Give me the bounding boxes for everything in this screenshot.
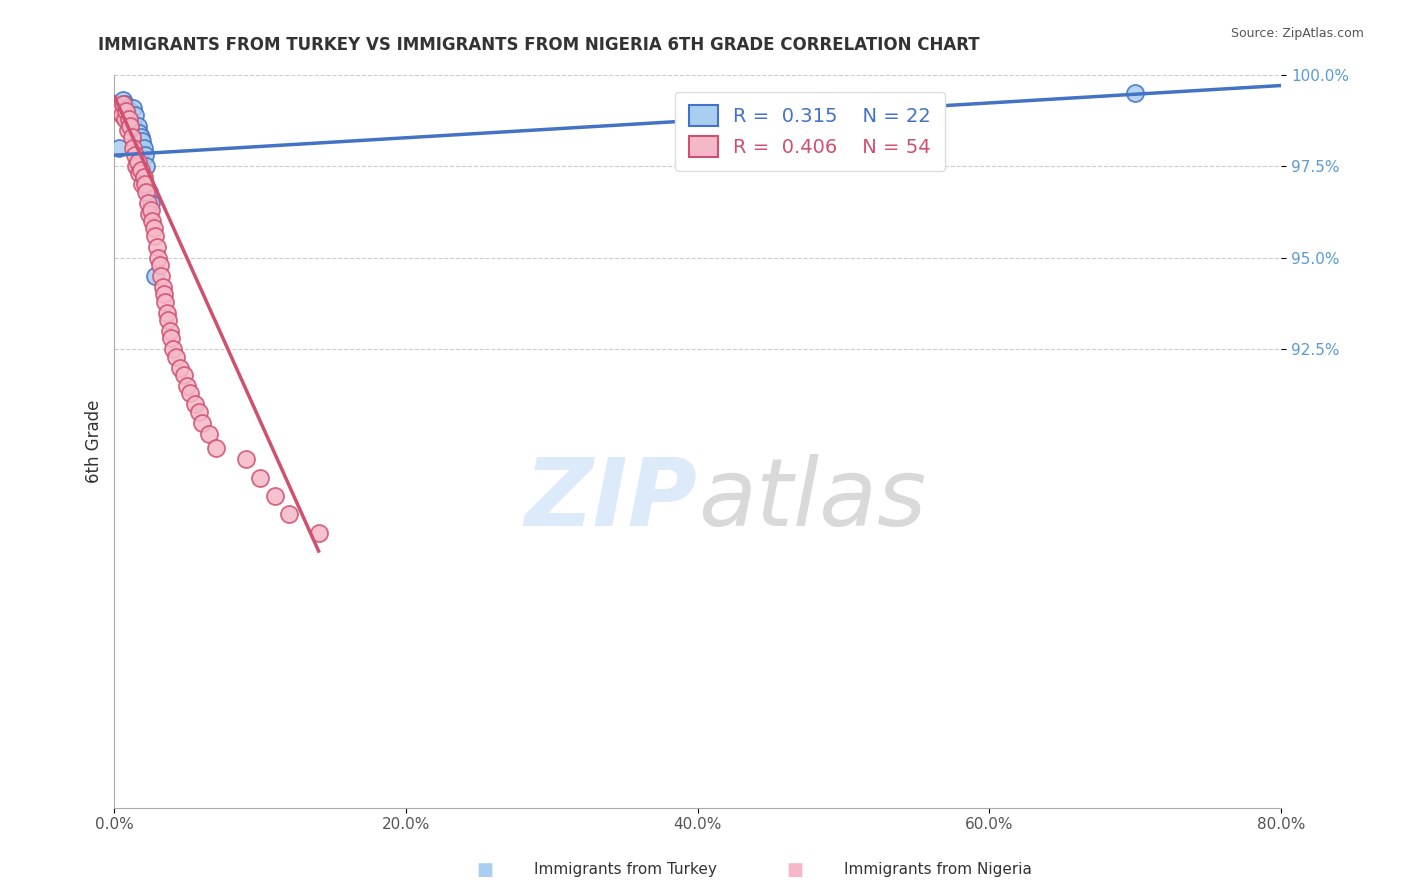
Point: [118, 112, 141, 126]
Point: [139, 203, 162, 218]
Point: [153, 287, 176, 301]
Point: [138, 207, 160, 221]
Point: [115, 101, 138, 115]
Point: [160, 331, 183, 345]
Point: [111, 108, 134, 122]
Point: [263, 489, 285, 503]
Point: [152, 280, 174, 294]
Point: [107, 101, 129, 115]
Point: [118, 104, 141, 119]
Point: [132, 170, 155, 185]
Point: [135, 159, 157, 173]
Point: [188, 405, 211, 419]
Point: [142, 221, 165, 235]
Point: [173, 368, 195, 383]
Point: [278, 508, 301, 522]
Point: [249, 471, 271, 485]
Point: [105, 104, 128, 119]
Legend: R =  0.315    N = 22, R =  0.406    N = 54: R = 0.315 N = 22, R = 0.406 N = 54: [675, 92, 945, 171]
Point: [129, 162, 152, 177]
Text: ■: ■: [477, 861, 494, 879]
Point: [165, 350, 187, 364]
Point: [179, 386, 201, 401]
Point: [135, 185, 157, 199]
Point: [131, 178, 153, 192]
Point: [115, 104, 138, 119]
Point: [112, 96, 135, 111]
Point: [169, 360, 191, 375]
Point: [235, 452, 257, 467]
Point: [136, 195, 159, 210]
Text: Source: ZipAtlas.com: Source: ZipAtlas.com: [1230, 27, 1364, 40]
Point: [156, 306, 179, 320]
Point: [111, 96, 134, 111]
Point: [205, 442, 228, 456]
Point: [149, 258, 172, 272]
Point: [143, 269, 166, 284]
Point: [183, 397, 205, 411]
Point: [117, 112, 139, 126]
Point: [121, 129, 143, 144]
Point: [122, 141, 145, 155]
Point: [155, 294, 177, 309]
Point: [107, 141, 129, 155]
Text: Immigrants from Nigeria: Immigrants from Nigeria: [844, 863, 1032, 877]
Text: atlas: atlas: [697, 454, 927, 545]
Point: [125, 159, 148, 173]
Point: [124, 148, 146, 162]
Point: [1123, 86, 1146, 100]
Point: [124, 108, 146, 122]
Point: [122, 101, 145, 115]
Text: ■: ■: [786, 861, 803, 879]
Text: IMMIGRANTS FROM TURKEY VS IMMIGRANTS FROM NIGERIA 6TH GRADE CORRELATION CHART: IMMIGRANTS FROM TURKEY VS IMMIGRANTS FRO…: [98, 36, 980, 54]
Point: [117, 122, 139, 136]
Point: [112, 93, 135, 107]
Point: [129, 129, 152, 144]
Point: [132, 141, 155, 155]
Point: [114, 112, 136, 126]
Point: [139, 195, 162, 210]
Text: Immigrants from Turkey: Immigrants from Turkey: [534, 863, 717, 877]
Point: [143, 228, 166, 243]
Point: [120, 119, 142, 133]
Point: [128, 167, 150, 181]
Point: [125, 122, 148, 136]
Point: [120, 104, 142, 119]
Point: [176, 379, 198, 393]
Point: [191, 416, 214, 430]
Point: [138, 185, 160, 199]
Point: [308, 525, 330, 540]
Point: [131, 134, 153, 148]
Point: [145, 240, 167, 254]
Point: [127, 119, 149, 133]
Point: [128, 126, 150, 140]
Point: [110, 104, 132, 119]
Point: [134, 178, 156, 192]
Point: [162, 343, 184, 357]
Point: [150, 269, 173, 284]
Point: [157, 313, 180, 327]
Point: [159, 324, 181, 338]
Y-axis label: 6th Grade: 6th Grade: [86, 400, 103, 483]
Point: [141, 214, 163, 228]
Point: [146, 251, 169, 265]
Text: ZIP: ZIP: [524, 454, 697, 546]
Point: [127, 155, 149, 169]
Point: [134, 148, 156, 162]
Point: [114, 96, 136, 111]
Point: [198, 426, 221, 441]
